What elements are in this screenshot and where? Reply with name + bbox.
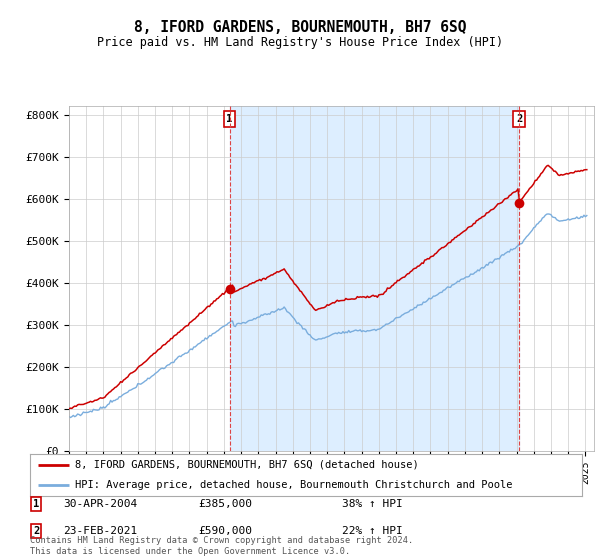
Text: £590,000: £590,000	[198, 526, 252, 536]
Text: 1: 1	[226, 114, 233, 124]
Text: 30-APR-2004: 30-APR-2004	[63, 499, 137, 509]
Text: 2: 2	[33, 526, 39, 536]
Text: 8, IFORD GARDENS, BOURNEMOUTH, BH7 6SQ: 8, IFORD GARDENS, BOURNEMOUTH, BH7 6SQ	[134, 20, 466, 35]
Text: HPI: Average price, detached house, Bournemouth Christchurch and Poole: HPI: Average price, detached house, Bour…	[75, 480, 513, 489]
Text: Contains HM Land Registry data © Crown copyright and database right 2024.
This d: Contains HM Land Registry data © Crown c…	[30, 536, 413, 556]
Text: 8, IFORD GARDENS, BOURNEMOUTH, BH7 6SQ (detached house): 8, IFORD GARDENS, BOURNEMOUTH, BH7 6SQ (…	[75, 460, 419, 469]
Text: 23-FEB-2021: 23-FEB-2021	[63, 526, 137, 536]
Text: £385,000: £385,000	[198, 499, 252, 509]
Text: 38% ↑ HPI: 38% ↑ HPI	[342, 499, 403, 509]
Text: 2: 2	[516, 114, 522, 124]
Text: 22% ↑ HPI: 22% ↑ HPI	[342, 526, 403, 536]
Text: Price paid vs. HM Land Registry's House Price Index (HPI): Price paid vs. HM Land Registry's House …	[97, 36, 503, 49]
Text: 1: 1	[33, 499, 39, 509]
Bar	[230, 106, 519, 451]
